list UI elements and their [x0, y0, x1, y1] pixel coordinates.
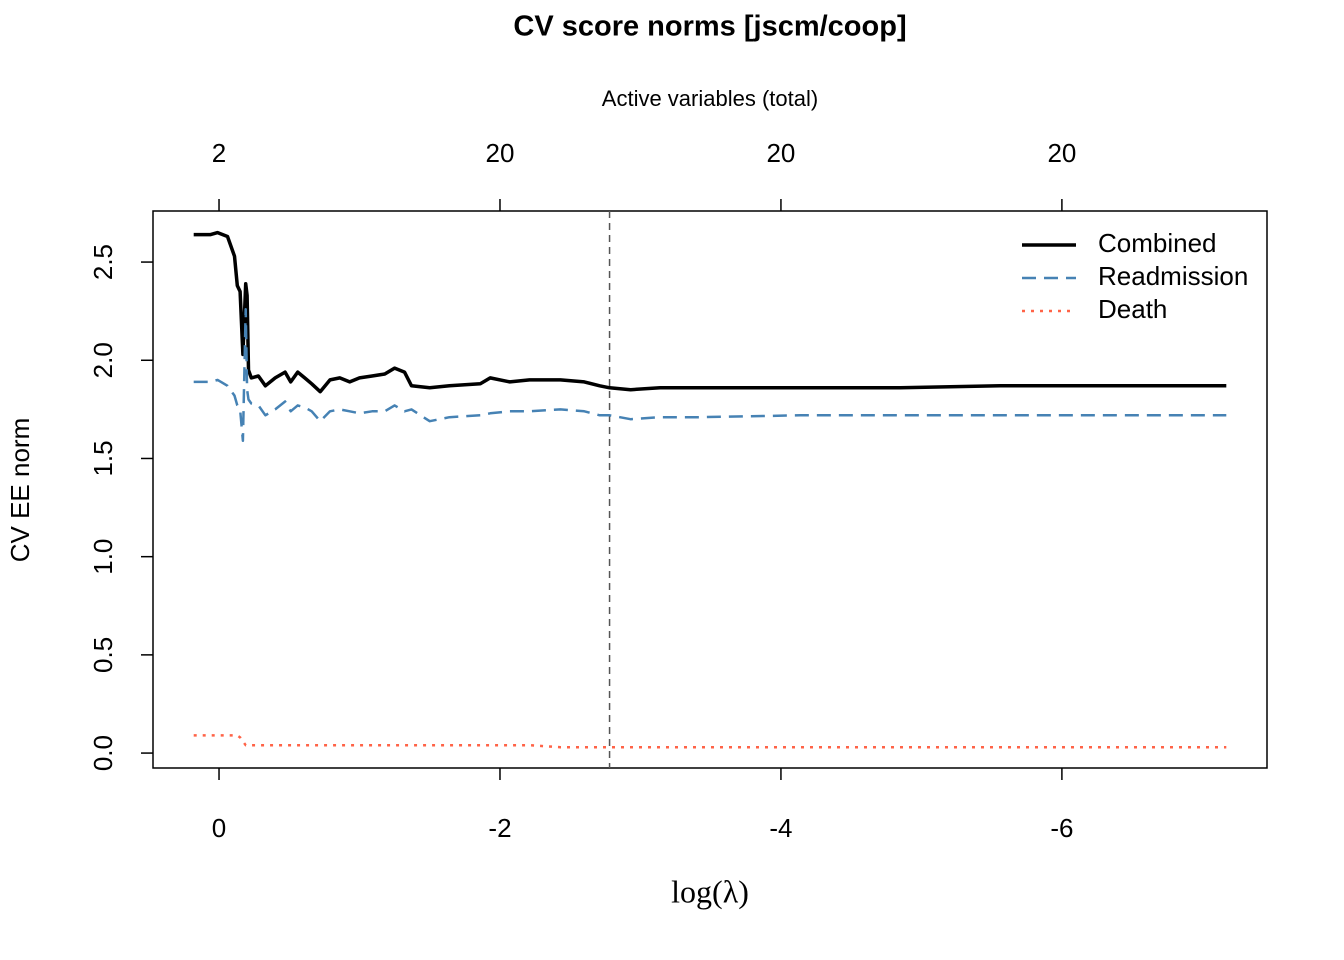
y-tick-label: 0.5: [88, 637, 118, 673]
x-axis-label: log(λ): [671, 873, 749, 909]
plot-frame: [152, 210, 1268, 769]
y-tick-label: 2.0: [88, 342, 118, 378]
legend-label: Combined: [1098, 228, 1217, 258]
series-line: [193, 734, 1227, 749]
top-axis-label: Active variables (total): [602, 86, 818, 111]
x-tick-label: -6: [1050, 813, 1073, 843]
legend-label: Death: [1098, 294, 1167, 324]
top-tick-label: 20: [1047, 138, 1076, 168]
top-tick-label: 20: [486, 138, 515, 168]
legend-label: Readmission: [1098, 261, 1248, 291]
series-line: [193, 307, 1227, 443]
x-tick-label: -4: [769, 813, 792, 843]
y-tick-label: 1.0: [88, 539, 118, 575]
y-tick-label: 0.0: [88, 735, 118, 771]
chart-title: CV score norms [jscm/coop]: [513, 11, 906, 43]
x-tick-label: -2: [488, 813, 511, 843]
series-line: [193, 230, 1227, 394]
top-tick-label: 2: [212, 138, 226, 168]
y-axis-label: CV EE norm: [5, 418, 35, 563]
y-tick-label: 1.5: [88, 440, 118, 476]
top-tick-label: 20: [766, 138, 795, 168]
y-tick-label: 2.5: [88, 244, 118, 280]
x-tick-label: 0: [212, 813, 226, 843]
